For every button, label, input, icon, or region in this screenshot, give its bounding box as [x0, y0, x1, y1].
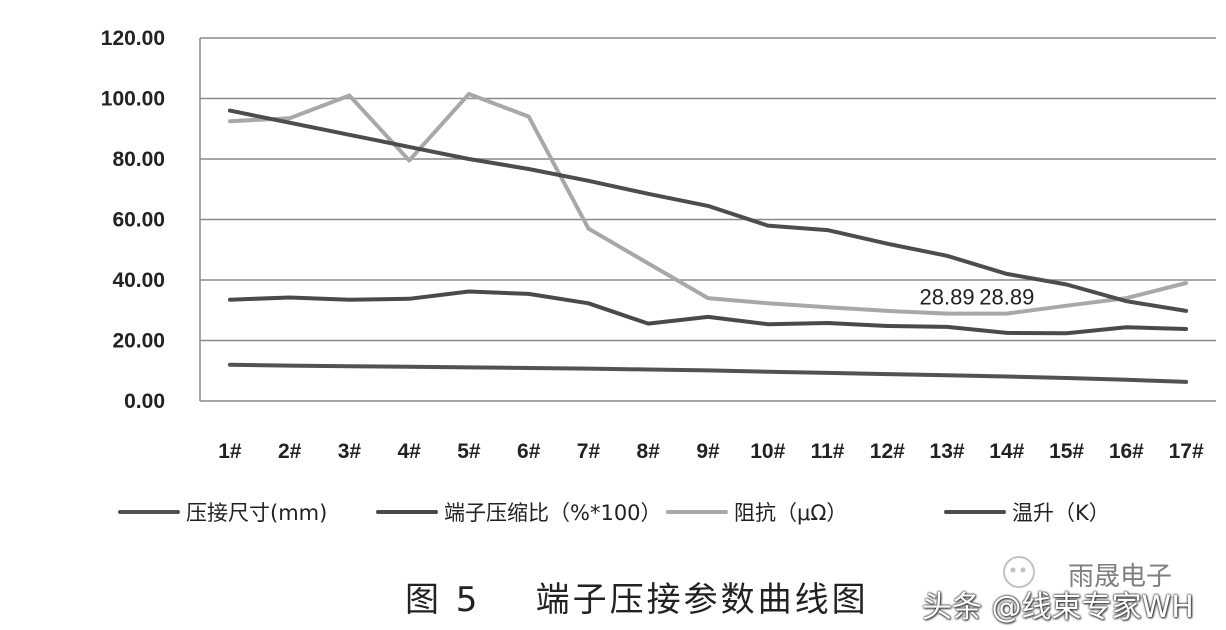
y-tick-label: 40.00 — [112, 269, 165, 292]
figure-caption: 图 5 端子压接参数曲线图 — [405, 580, 869, 620]
y-tick-label: 80.00 — [112, 148, 165, 171]
x-tick-label: 15# — [1049, 440, 1084, 463]
x-tick-label: 13# — [930, 440, 965, 463]
brand-logo-icon — [1003, 556, 1035, 588]
x-tick-label: 12# — [870, 440, 905, 463]
x-tick-label: 4# — [397, 440, 421, 463]
data-label: 28.89 — [979, 285, 1034, 310]
legend-label: 压接尺寸(mm) — [186, 501, 327, 525]
series-line — [227, 92, 1189, 316]
y-tick-label: 100.00 — [101, 88, 165, 111]
y-tick-label: 120.00 — [101, 27, 165, 50]
y-tick-label: 20.00 — [112, 330, 165, 353]
grid-lines — [199, 37, 1216, 402]
x-tick-label: 7# — [577, 440, 601, 463]
x-axis-ticks: 1# 2# 3# 4# 5# 6# 7# 8# 9# 10# 11# 12# 13# 14# 15# 16# 1… — [218, 440, 1204, 463]
y-tick-label: 60.00 — [112, 209, 165, 232]
series-line — [227, 108, 1189, 313]
series-line — [227, 289, 1189, 336]
x-tick-label: 1# — [218, 440, 242, 463]
data-labels: 28.89 28.89 — [920, 285, 1035, 310]
y-tick-label: 0.00 — [124, 390, 165, 413]
data-label: 28.89 — [920, 285, 975, 310]
x-tick-label: 3# — [338, 440, 362, 463]
x-tick-label: 10# — [750, 440, 785, 463]
series-line — [227, 362, 1189, 384]
x-tick-label: 8# — [637, 440, 661, 463]
x-tick-label: 9# — [696, 440, 720, 463]
x-tick-label: 2# — [278, 440, 302, 463]
y-axis-ticks: 0.00 20.00 40.00 60.00 80.00 100.00 120.00 — [101, 27, 165, 413]
watermark-brand: 雨晟电子 — [1068, 562, 1173, 592]
legend-label: 端子压缩比（%*100） — [444, 501, 662, 525]
series-lines — [227, 92, 1189, 384]
watermark-platform: 头条 @线束专家WH — [922, 590, 1194, 625]
x-tick-label: 17# — [1169, 440, 1204, 463]
x-tick-label: 14# — [989, 440, 1024, 463]
legend: 压接尺寸(mm) 端子压缩比（%*100） 阻抗（μΩ） 温升（K） — [118, 501, 1110, 525]
x-tick-label: 11# — [811, 440, 845, 463]
legend-label: 阻抗（μΩ） — [734, 501, 847, 525]
x-tick-label: 5# — [457, 440, 481, 463]
x-tick-label: 6# — [517, 440, 541, 463]
legend-label: 温升（K） — [1012, 501, 1110, 525]
x-tick-label: 16# — [1109, 440, 1144, 463]
